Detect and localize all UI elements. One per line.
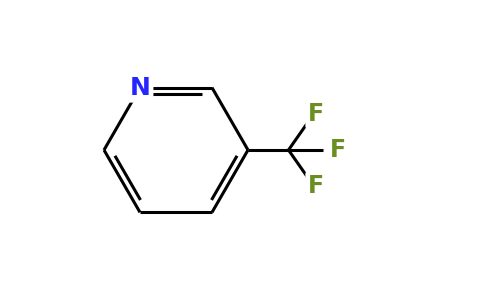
Text: F: F xyxy=(330,138,346,162)
Text: N: N xyxy=(130,76,151,100)
Text: F: F xyxy=(308,174,324,198)
Text: F: F xyxy=(308,102,324,126)
